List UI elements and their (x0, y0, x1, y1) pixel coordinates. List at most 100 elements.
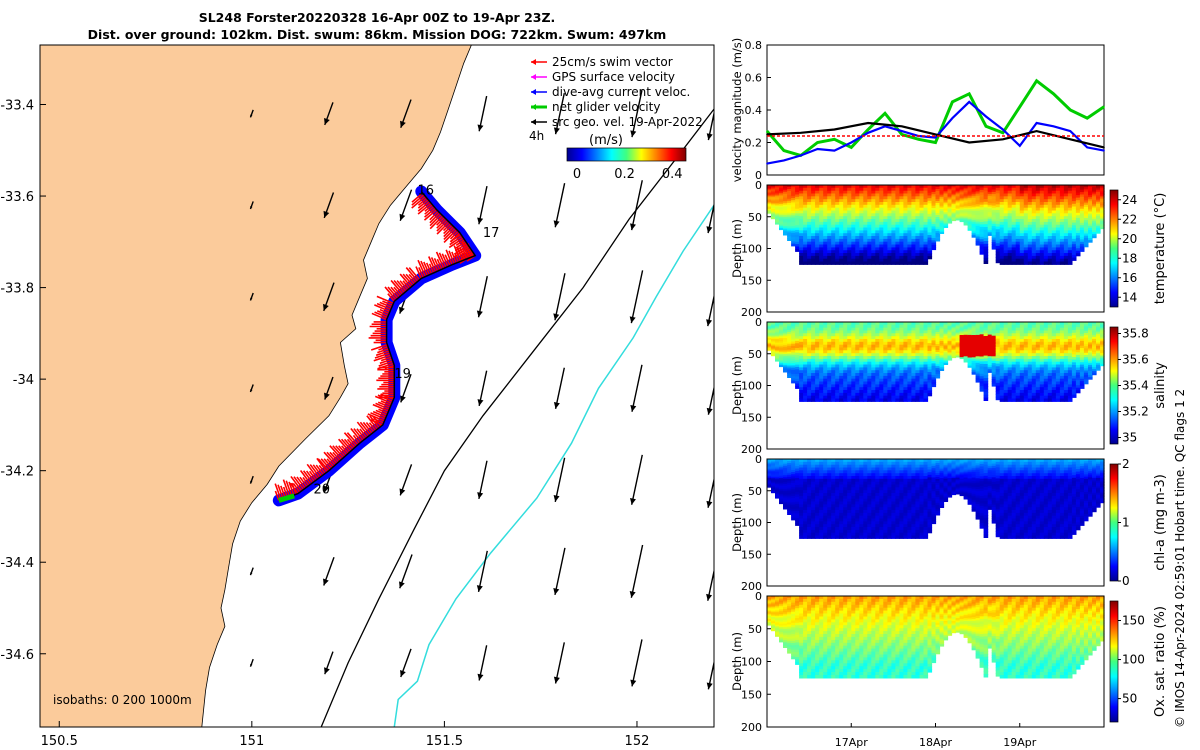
profile-cell (923, 199, 929, 203)
profile-cell (847, 358, 852, 363)
profile-cell (1035, 185, 1041, 189)
profile-cell (971, 361, 977, 364)
swim-vector (405, 273, 416, 285)
profile-cell (991, 228, 997, 232)
profile-cell (963, 206, 969, 209)
profile-cell (1100, 188, 1105, 191)
profile-cell (867, 247, 872, 251)
swim-vector (323, 451, 336, 466)
profile-cell (767, 204, 772, 206)
profile-cell (1035, 224, 1041, 229)
profile-cell (971, 322, 977, 325)
profile-cell (987, 340, 993, 343)
profile-cell (843, 353, 848, 357)
profile-cell (887, 199, 892, 203)
profile-cell (775, 324, 780, 327)
current-arrow (554, 642, 565, 684)
profile-cell (811, 219, 816, 223)
profile-cell (823, 244, 828, 248)
profile-cell (859, 384, 864, 388)
profile-cell (1027, 398, 1033, 402)
profile-cell (943, 355, 949, 358)
profile-cell (1100, 186, 1105, 189)
profile-cell (799, 241, 804, 246)
profile-cell (839, 381, 844, 385)
profile-cell (991, 237, 997, 241)
profile-cell (1003, 356, 1009, 360)
profile-cell (1063, 196, 1069, 200)
velocity-point-net (783, 149, 785, 152)
profile-cell (1027, 253, 1033, 257)
profile-cell (891, 261, 896, 265)
profile-cell (767, 199, 772, 201)
profile-cell (967, 354, 973, 357)
profile-cell (967, 228, 973, 231)
velocity-y-tick-label: 0.4 (745, 104, 763, 117)
profile-cell (895, 261, 900, 265)
profile-cell (799, 390, 804, 394)
profile-cell (783, 217, 788, 220)
profile-cell (1100, 195, 1105, 199)
profile-cell (1023, 210, 1029, 214)
profile-cell (987, 222, 993, 226)
swim-vector (326, 451, 338, 464)
profile-cell (979, 212, 985, 216)
profile-cell (1027, 350, 1033, 354)
profile-cell (995, 207, 1001, 211)
legend-label-srcgeo: src geo. vel. 19-Apr-2022 (552, 115, 703, 129)
velocity-point-net (884, 112, 886, 115)
profile-cell (1003, 199, 1009, 203)
profile-cell (911, 230, 916, 234)
current-arrow-head (476, 585, 483, 592)
current-arrow-head (324, 117, 330, 125)
profile-cell (819, 392, 824, 397)
profile-cell (1055, 384, 1061, 388)
profile-cell (771, 194, 776, 197)
profile-cell (1051, 187, 1057, 192)
profile-cell (1092, 232, 1097, 235)
profile-cell (795, 196, 800, 200)
profile-cell (947, 357, 953, 360)
profile-cell (1031, 247, 1037, 251)
profile-cell (891, 210, 896, 214)
swim-vector (341, 445, 349, 454)
profile-cell (843, 224, 848, 229)
profile-cell (871, 213, 876, 217)
profile-cell (975, 193, 981, 197)
profile-cell (1092, 213, 1097, 216)
profile-cell (1043, 395, 1049, 400)
profile-cell (923, 356, 929, 360)
profile-cell (1019, 341, 1025, 346)
profile-cell (1096, 217, 1101, 220)
profile-cell (883, 261, 888, 265)
profile-cell (1039, 381, 1045, 385)
profile-cell (1039, 392, 1045, 397)
profile-cell (919, 250, 925, 254)
profile-cell (947, 324, 953, 327)
current-arrow-head (250, 663, 253, 667)
profile-cell (859, 233, 864, 237)
profile-cell (847, 230, 852, 234)
profile-cell (779, 342, 784, 345)
profile-cell (1059, 196, 1065, 200)
profile-cell (855, 367, 860, 371)
profile-cell (955, 213, 961, 216)
profile-cell (1051, 392, 1057, 397)
profile-cell (1067, 236, 1073, 240)
profile-cell (947, 189, 953, 192)
profile-cell (1059, 233, 1065, 237)
profile-cell (1092, 235, 1097, 239)
profile-cell (887, 378, 892, 383)
profile-cell (859, 330, 864, 334)
profile-cell (1059, 327, 1065, 332)
profile-cell (971, 329, 977, 332)
profile-cell (1043, 213, 1049, 217)
profile-cell (1027, 341, 1033, 346)
profile-cell (923, 258, 929, 263)
profile-cell (991, 379, 997, 382)
profile-cell (1015, 390, 1021, 394)
profile-cell (875, 330, 880, 334)
profile-cell (1055, 350, 1061, 354)
profile-cell (803, 327, 808, 332)
profile-cell (915, 216, 920, 220)
